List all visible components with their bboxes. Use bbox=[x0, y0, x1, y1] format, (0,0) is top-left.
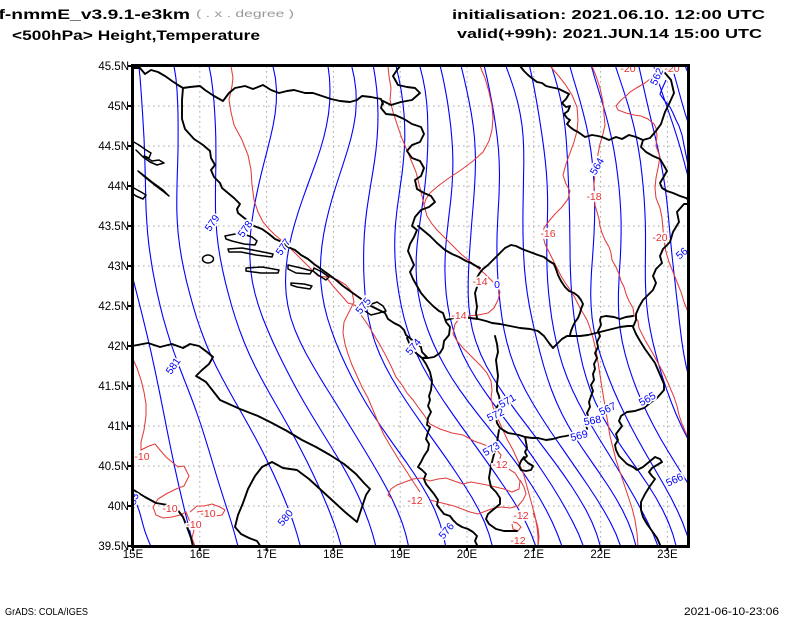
svg-text:41N: 41N bbox=[108, 421, 129, 433]
svg-text:2021-06-10-23:06: 2021-06-10-23:06 bbox=[684, 606, 779, 618]
svg-text:rf-nmmE_v3.9.1-e3km: rf-nmmE_v3.9.1-e3km bbox=[0, 7, 190, 22]
svg-text:44N: 44N bbox=[108, 181, 129, 193]
svg-text:-10: -10 bbox=[134, 451, 149, 463]
svg-text:41.5N: 41.5N bbox=[98, 381, 129, 393]
svg-text:initialisation: 2021.06.10. 1: initialisation: 2021.06.10. 12:00 UTC bbox=[452, 7, 766, 22]
svg-text:42N: 42N bbox=[108, 341, 129, 353]
svg-text:20E: 20E bbox=[457, 549, 478, 561]
svg-text:42.5N: 42.5N bbox=[98, 301, 129, 313]
svg-text:15E: 15E bbox=[123, 549, 144, 561]
svg-text:-10: -10 bbox=[200, 508, 215, 520]
svg-text:19E: 19E bbox=[390, 549, 411, 561]
svg-text:17E: 17E bbox=[256, 549, 277, 561]
svg-text:583: 583 bbox=[125, 492, 142, 513]
svg-text:-20: -20 bbox=[664, 63, 679, 75]
svg-text:16E: 16E bbox=[190, 549, 211, 561]
svg-text:-14: -14 bbox=[472, 276, 487, 288]
svg-text:-14: -14 bbox=[451, 310, 466, 322]
svg-text:-12: -12 bbox=[513, 510, 528, 522]
svg-text:-20: -20 bbox=[652, 232, 667, 244]
svg-text:22E: 22E bbox=[590, 549, 611, 561]
svg-text:-12: -12 bbox=[510, 535, 525, 547]
svg-text:21E: 21E bbox=[524, 549, 545, 561]
svg-text:568: 568 bbox=[583, 414, 602, 429]
svg-text:40N: 40N bbox=[108, 501, 129, 513]
svg-text:( . x . degree ): ( . x . degree ) bbox=[196, 9, 294, 20]
svg-text:43.5N: 43.5N bbox=[98, 221, 129, 233]
svg-text:-20: -20 bbox=[620, 63, 635, 75]
svg-text:44.5N: 44.5N bbox=[98, 141, 129, 153]
svg-text:-10: -10 bbox=[186, 519, 201, 531]
svg-text:-10: -10 bbox=[162, 503, 177, 515]
svg-text:45N: 45N bbox=[108, 101, 129, 113]
svg-text:39.5N: 39.5N bbox=[98, 541, 129, 553]
svg-text:-12: -12 bbox=[407, 495, 422, 507]
svg-text:43N: 43N bbox=[108, 261, 129, 273]
svg-text:0: 0 bbox=[494, 279, 500, 291]
svg-text:GrADS: COLA/IGES: GrADS: COLA/IGES bbox=[5, 606, 88, 618]
svg-text:-12: -12 bbox=[492, 459, 507, 471]
svg-text:45.5N: 45.5N bbox=[98, 61, 129, 73]
svg-text:18E: 18E bbox=[323, 549, 344, 561]
svg-text:-16: -16 bbox=[540, 228, 555, 240]
svg-text:23E: 23E bbox=[657, 549, 678, 561]
svg-text:valid(+99h): 2021.JUN.14 15:00: valid(+99h): 2021.JUN.14 15:00 UTC bbox=[457, 26, 763, 41]
svg-text:40.5N: 40.5N bbox=[98, 461, 129, 473]
svg-text:-18: -18 bbox=[586, 191, 601, 203]
svg-text:<500hPa> Height,Temperature: <500hPa> Height,Temperature bbox=[12, 28, 261, 43]
